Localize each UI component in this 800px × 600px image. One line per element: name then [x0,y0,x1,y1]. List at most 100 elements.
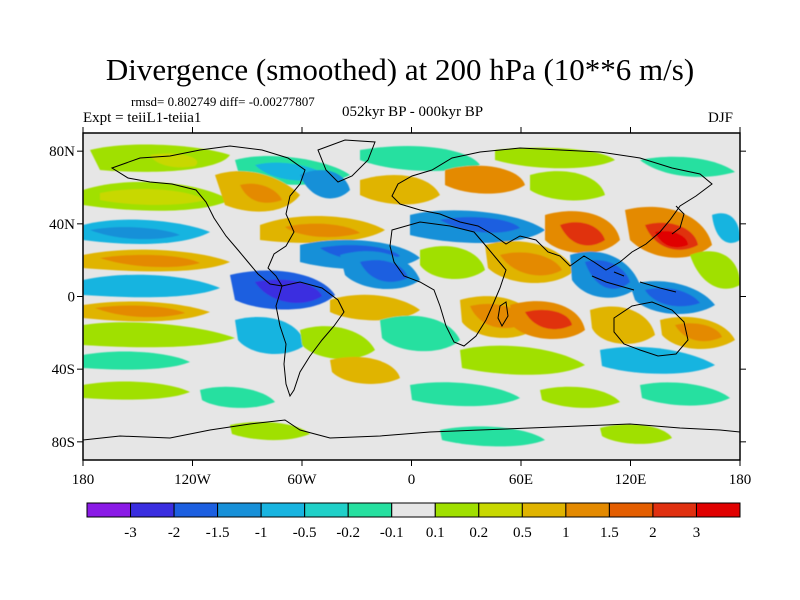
experiment-label: Expt = teiiL1-teiia1 [83,110,202,126]
colorbar-label: 0.2 [469,525,488,541]
field-patch [540,386,620,408]
colorbar-swatch [608,502,654,518]
field-patch [640,156,735,177]
field-patch [255,279,322,303]
y-tick-label: 80N [49,144,75,160]
colorbar-swatch [173,502,219,518]
coastline-africa [389,221,507,347]
divergence-field [83,133,740,460]
x-tick-label: 0 [408,472,416,488]
field-patch [95,305,185,318]
colorbar-swatch [304,502,349,518]
coastline-north-america [110,145,306,287]
y-axis-labels: 80N 40N 0 40S 80S [49,144,75,451]
colorbar-label: 3 [693,525,701,541]
colorbar [86,502,741,518]
field-patch [500,252,562,276]
colorbar-swatch [130,502,175,518]
x-tick-label: 60E [509,472,533,488]
colorbar-swatch [565,502,610,518]
period-label: 052kyr BP - 000kyr BP [341,104,484,120]
field-patch [712,213,740,243]
x-tick-label: 180 [72,472,95,488]
field-patch [200,386,275,408]
colorbar-swatch [695,502,741,518]
field-patch [240,183,282,203]
field-patch [330,356,400,384]
colorbar-swatch [217,502,262,518]
coastline-australia [613,301,689,357]
colorbar-label: -2 [168,525,181,541]
field-patch [495,147,615,169]
field-patch [525,309,572,330]
field-patch [645,287,700,307]
field-patch [330,294,420,321]
field-patch [560,222,605,246]
field-patch [420,246,485,280]
colorbar-swatch [652,502,697,518]
season-label: DJF [708,110,734,126]
colorbar-labels: -3 -2 -1.5 -1 -0.5 -0.2 -0.1 0.1 0.2 0.5 1 1.5 2 3 [124,525,700,541]
coastline-south-america [275,281,345,398]
coastline-madagascar [497,301,509,328]
colorbar-swatch [347,502,393,518]
coastlines [83,139,740,441]
field-patch [460,345,585,375]
field-patch [530,171,605,201]
field-patch [83,351,190,370]
coastline-japan [671,205,685,235]
colorbar-label: 0.1 [426,525,445,541]
field-patch [360,145,480,172]
field-patch [300,170,350,199]
y-axis-ticks [77,150,746,443]
field-patch [440,217,520,233]
colorbar-label: 2 [649,525,657,541]
field-patch [585,260,630,289]
stats-text: rmsd= 0.802749 diff= -0.00277807 [131,94,315,109]
y-tick-label: 40S [52,362,75,378]
x-tick-label: 120W [174,472,212,488]
x-axis-ticks [82,127,741,466]
field-patch [600,346,715,374]
field-patch [600,424,672,444]
plot-title: Divergence (smoothed) at 200 hPa (10**6 … [105,52,695,87]
field-patch [100,189,205,205]
colorbar-label: -3 [124,525,137,541]
x-tick-label: 120E [615,472,647,488]
field-patch [690,251,740,289]
colorbar-label: -0.5 [293,525,317,541]
field-patch [410,382,520,407]
y-tick-label: 40N [49,217,75,233]
colorbar-swatch [434,502,480,518]
colorbar-label: -1.5 [206,525,230,541]
colorbar-swatch [260,502,306,518]
coastline-eurasia [391,147,713,271]
x-tick-label: 60W [287,472,317,488]
field-patch [380,315,460,352]
colorbar-swatch [86,502,132,518]
field-patch [83,274,220,298]
field-patch [655,230,688,248]
coastline-indonesia [591,271,677,293]
coastline-greenland [317,139,376,183]
field-patch [83,322,235,348]
field-patch [675,323,722,342]
field-patch [590,306,655,344]
field-patch [100,254,200,268]
coastline-antarctica [83,419,740,441]
colorbar-label: 0.5 [513,525,532,541]
field-patch [90,227,180,240]
x-tick-label: 180 [729,472,752,488]
y-tick-label: 0 [68,290,76,306]
colorbar-label: -1 [255,525,268,541]
colorbar-label: -0.1 [380,525,404,541]
colorbar-label: 1 [562,525,570,541]
colorbar-label: 1.5 [600,525,619,541]
y-tick-label: 80S [52,435,75,451]
field-patch [83,381,190,400]
field-patch [285,223,360,238]
field-patch [640,382,730,406]
field-patch [235,317,305,355]
field-patch [230,421,310,441]
